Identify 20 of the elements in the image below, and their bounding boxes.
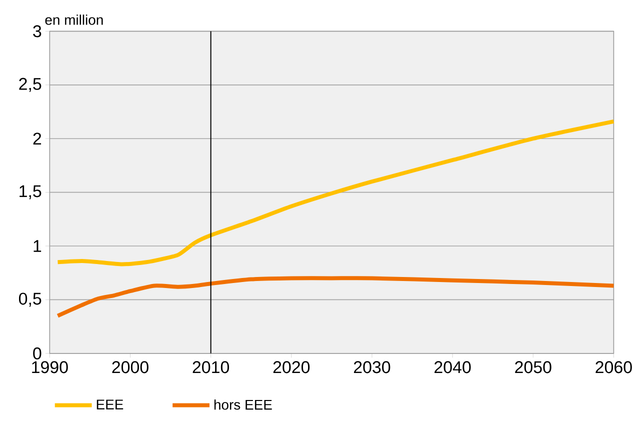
x-tick-label: 2060 (596, 361, 632, 374)
line-series (56, 120, 616, 266)
y-tick-label: 3 (33, 25, 42, 38)
y-tick-label: 2,5 (19, 78, 42, 92)
y-axis-title: en million (45, 14, 103, 25)
y-tick-label: 1 (34, 240, 42, 252)
x-tick-label: 2040 (434, 361, 471, 374)
y-tick-label: 2 (33, 132, 42, 145)
x-tick-label: 2020 (273, 361, 310, 374)
x-tick-label: 1990 (32, 361, 68, 374)
x-tick-label: 2030 (354, 361, 390, 374)
y-tick-label: 1,5 (20, 186, 42, 200)
x-tick-label: 2050 (515, 361, 552, 374)
y-tick-label: 0 (33, 348, 42, 360)
x-tick-label: 2010 (192, 361, 230, 374)
x-tick-label: 2000 (112, 361, 148, 374)
y-tick-label: 0,5 (18, 292, 42, 307)
line-series (56, 276, 616, 318)
legend-label: EEE (96, 400, 124, 410)
legend-label: hors EEE (214, 400, 272, 410)
